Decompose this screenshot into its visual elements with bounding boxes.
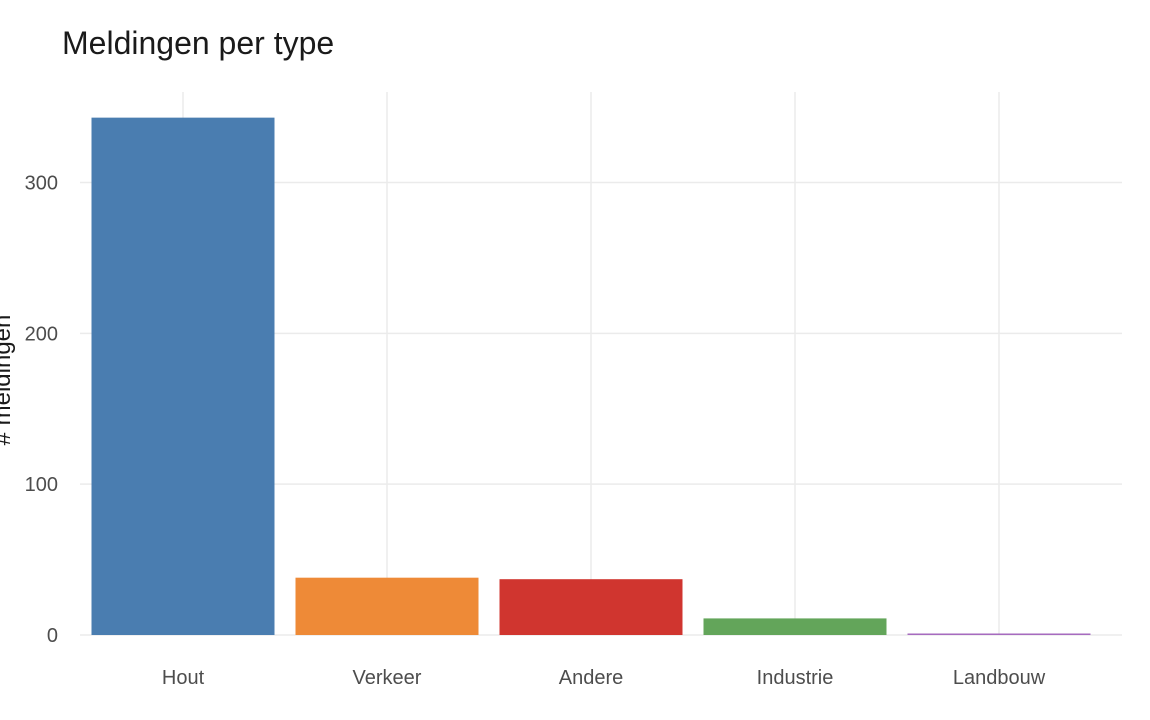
bars [91, 117, 1091, 636]
x-tick-label: Andere [559, 667, 624, 689]
bar-landbouw [907, 633, 1091, 635]
chart-title: Meldingen per type [62, 25, 334, 61]
x-tick-label: Verkeer [353, 667, 422, 689]
x-axis-ticks: Hout Verkeer Andere Industrie Landbouw [162, 667, 1046, 689]
y-axis-label: # meldingen [0, 315, 16, 446]
bar-hout [91, 117, 275, 636]
y-tick-label: 100 [25, 474, 58, 496]
bar-industrie [703, 618, 887, 635]
x-tick-label: Hout [162, 667, 205, 689]
y-tick-label: 0 [47, 625, 58, 647]
bar-verkeer [295, 577, 479, 635]
bar-andere [499, 579, 683, 635]
x-tick-label: Industrie [757, 667, 834, 689]
y-tick-label: 200 [25, 323, 58, 345]
x-tick-label: Landbouw [953, 667, 1046, 689]
y-tick-label: 300 [25, 173, 58, 195]
y-axis-ticks: 0 100 200 300 [25, 173, 58, 648]
